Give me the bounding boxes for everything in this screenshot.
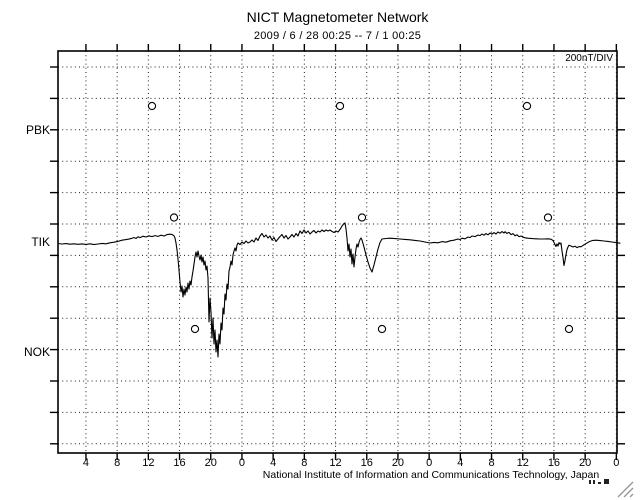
noon-marker-circle-nok xyxy=(190,324,200,334)
footer-text: National Institute of Information and Co… xyxy=(262,469,600,481)
noon-marker-circle-nok xyxy=(377,324,387,334)
resize-grip-icon[interactable] xyxy=(623,487,634,498)
x-tick-label: 0 xyxy=(238,457,245,469)
x-tick-label: 8 xyxy=(488,457,495,469)
noon-marker-circle-pbk xyxy=(522,101,532,111)
x-tick-label: 0 xyxy=(613,457,620,469)
x-tick-label: 8 xyxy=(301,457,308,469)
x-tick-label: 16 xyxy=(547,457,561,469)
x-tick-label: 16 xyxy=(173,457,186,469)
resize-grip-icon[interactable] xyxy=(629,493,634,498)
x-tick-label: 20 xyxy=(391,457,405,469)
noon-marker-circle-pbk xyxy=(147,101,157,111)
station-label-nok: NOK xyxy=(23,345,50,359)
footer-artifact xyxy=(589,477,613,487)
noon-marker-circle-pbk xyxy=(335,101,345,111)
scale-per-division-label: 200nT/DIV xyxy=(565,53,613,64)
station-label-pbk: PBK xyxy=(25,123,50,137)
noon-marker-circle-tik xyxy=(169,213,179,222)
x-tick-label: 12 xyxy=(142,457,155,469)
noon-marker-circle-nok xyxy=(564,324,574,334)
x-tick-label: 4 xyxy=(270,457,277,469)
resize-grip-icon[interactable] xyxy=(617,481,634,498)
noon-marker-circle-tik xyxy=(357,213,367,222)
page-title: NICT Magnetometer Network xyxy=(246,9,429,25)
x-tick-label: 4 xyxy=(82,457,89,469)
x-tick-label: 0 xyxy=(426,457,433,469)
x-tick-label: 16 xyxy=(360,457,373,469)
x-tick-label: 8 xyxy=(114,457,121,469)
x-tick-label: 20 xyxy=(204,457,217,469)
noon-marker-circle-tik xyxy=(543,213,553,222)
date-range-label: 2009 / 6 / 28 00:25 -- 7 / 1 00:25 xyxy=(253,30,422,42)
x-tick-label: 20 xyxy=(579,457,592,469)
station-label-tik: TIK xyxy=(31,235,50,249)
x-tick-label: 12 xyxy=(329,457,342,469)
data-curve-tik xyxy=(57,222,621,358)
x-tick-label: 4 xyxy=(457,457,464,469)
plot-frame xyxy=(57,50,618,454)
x-tick-label: 12 xyxy=(516,457,529,469)
